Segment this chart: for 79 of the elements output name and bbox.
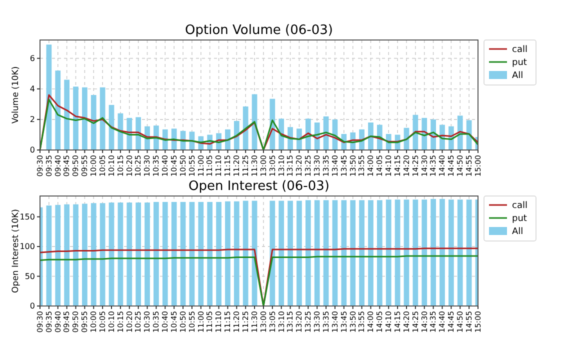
bar (198, 202, 204, 306)
bar (404, 200, 410, 306)
y-tick-label: 150 (20, 212, 35, 222)
y-tick-label: 4 (30, 84, 35, 94)
legend-label: All (512, 226, 524, 237)
bar (457, 200, 463, 306)
bar (448, 200, 454, 306)
bar (440, 198, 445, 306)
bar (189, 202, 195, 306)
bar (296, 200, 302, 306)
legend-label: All (512, 70, 524, 81)
bar (225, 129, 230, 150)
y-axis-title: Volume (10K) (11, 66, 21, 124)
bar (314, 200, 320, 306)
legend-label: put (512, 58, 528, 68)
bar (430, 198, 436, 306)
bar (386, 200, 392, 306)
bar (305, 118, 311, 150)
bar (216, 202, 222, 306)
bar (73, 204, 78, 306)
bar (412, 114, 418, 150)
bar (64, 80, 70, 150)
bar (100, 203, 106, 306)
bar (207, 202, 213, 306)
bar (180, 202, 186, 306)
bar (136, 202, 142, 306)
bar (108, 202, 114, 306)
bar (422, 200, 428, 306)
bar (234, 201, 240, 306)
bar (242, 200, 248, 306)
bar (234, 120, 240, 150)
legend-label: call (512, 44, 528, 55)
bar (368, 200, 374, 306)
bar (225, 201, 230, 306)
y-tick-label: 6 (30, 54, 35, 63)
bar (55, 70, 61, 150)
y-tick-label: 100 (20, 242, 35, 252)
bar (64, 204, 70, 306)
bar (323, 200, 329, 306)
bar (90, 203, 96, 306)
y-tick-label: 2 (30, 115, 35, 124)
bar (126, 202, 132, 306)
bar (55, 204, 61, 306)
legend-label: put (512, 214, 528, 224)
bar (242, 106, 248, 150)
y-tick-label: 0 (30, 302, 35, 311)
bar (332, 200, 338, 306)
y-tick-label: 50 (24, 272, 35, 281)
bar (100, 87, 106, 150)
bar (412, 200, 418, 306)
bar (376, 200, 382, 306)
bar (288, 200, 293, 306)
bar (136, 117, 142, 150)
legend-label: call (512, 200, 528, 211)
bar (118, 202, 124, 306)
bar (278, 118, 284, 150)
bar (278, 200, 284, 306)
bar (368, 122, 374, 150)
bar (90, 95, 96, 150)
chart-title: Option Volume (06-03) (185, 23, 333, 38)
chart-title: Open Interest (06-03) (188, 179, 330, 194)
bar (82, 87, 88, 150)
bar (46, 206, 52, 306)
y-axis-title: Open Interest (10K) (11, 209, 21, 293)
bar (154, 202, 159, 306)
bar (82, 204, 88, 306)
bar (359, 200, 364, 306)
bar (171, 202, 177, 306)
bar (144, 202, 150, 306)
bar (305, 200, 311, 306)
bar (394, 200, 400, 306)
bar (350, 200, 356, 306)
y-tick-label: 0 (30, 146, 35, 155)
bar (341, 200, 347, 306)
bar (162, 202, 168, 306)
bar (154, 126, 159, 150)
bar (296, 128, 302, 150)
bar (466, 200, 472, 306)
bar (73, 86, 78, 150)
